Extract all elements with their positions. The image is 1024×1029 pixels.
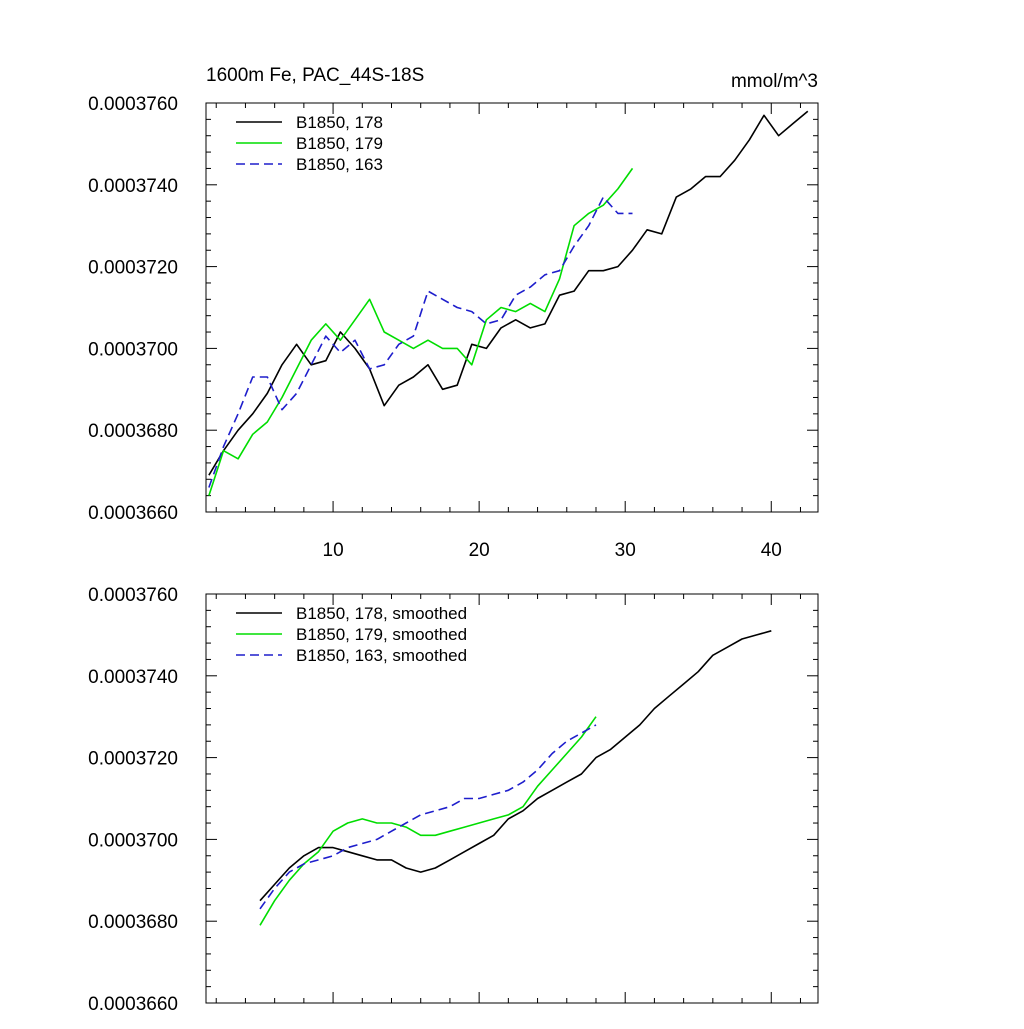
- y-tick-label: 0.0003700: [88, 830, 178, 851]
- series-line-3: [208, 196, 633, 488]
- y-tick-label: 0.0003740: [88, 176, 178, 197]
- x-tick-label: 20: [469, 540, 490, 561]
- x-tick-label: 30: [615, 540, 636, 561]
- x-tick-label: 10: [323, 540, 344, 561]
- legend-label-2: B1850, 179, smoothed: [296, 625, 467, 644]
- y-tick-label: 0.0003680: [88, 912, 178, 933]
- series-line-1: [208, 110, 809, 476]
- plot-frame: [205, 102, 819, 513]
- series-line-2: [259, 716, 597, 926]
- legend-label-3: B1850, 163: [296, 155, 383, 174]
- y-tick-label: 0.0003760: [88, 585, 178, 606]
- bottom-panel: 0.0003660 0.0003680 0.0003700 0.0003720 0.00…: [88, 585, 819, 1015]
- legend-label-1: B1850, 178: [296, 113, 383, 132]
- series-line-3: [259, 724, 597, 910]
- legend-label-2: B1850, 179: [296, 134, 383, 153]
- y-tick-label: 0.0003700: [88, 339, 178, 360]
- legend-label-1: B1850, 178, smoothed: [296, 604, 467, 623]
- y-tick-label: 0.0003740: [88, 667, 178, 688]
- y-tick-label: 0.0003760: [88, 94, 178, 115]
- y-tick-label: 0.0003680: [88, 421, 178, 442]
- series-line-2: [208, 167, 634, 496]
- legend-label-3: B1850, 163, smoothed: [296, 646, 467, 665]
- y-tick-label: 0.0003720: [88, 258, 178, 279]
- y-tick-label: 0.0003720: [88, 749, 178, 770]
- top-panel: 0.0003660 0.0003680 0.0003700 0.0003720 0.00…: [88, 65, 819, 561]
- series-line-1: [259, 630, 772, 902]
- y-tick-label: 0.0003660: [88, 994, 178, 1015]
- plot-frame: [205, 593, 819, 1004]
- y-tick-label: 0.0003660: [88, 503, 178, 524]
- x-tick-label: 40: [761, 540, 782, 561]
- chart-title: 1600m Fe, PAC_44S-18S: [206, 65, 424, 86]
- units-label: mmol/m^3: [731, 71, 818, 92]
